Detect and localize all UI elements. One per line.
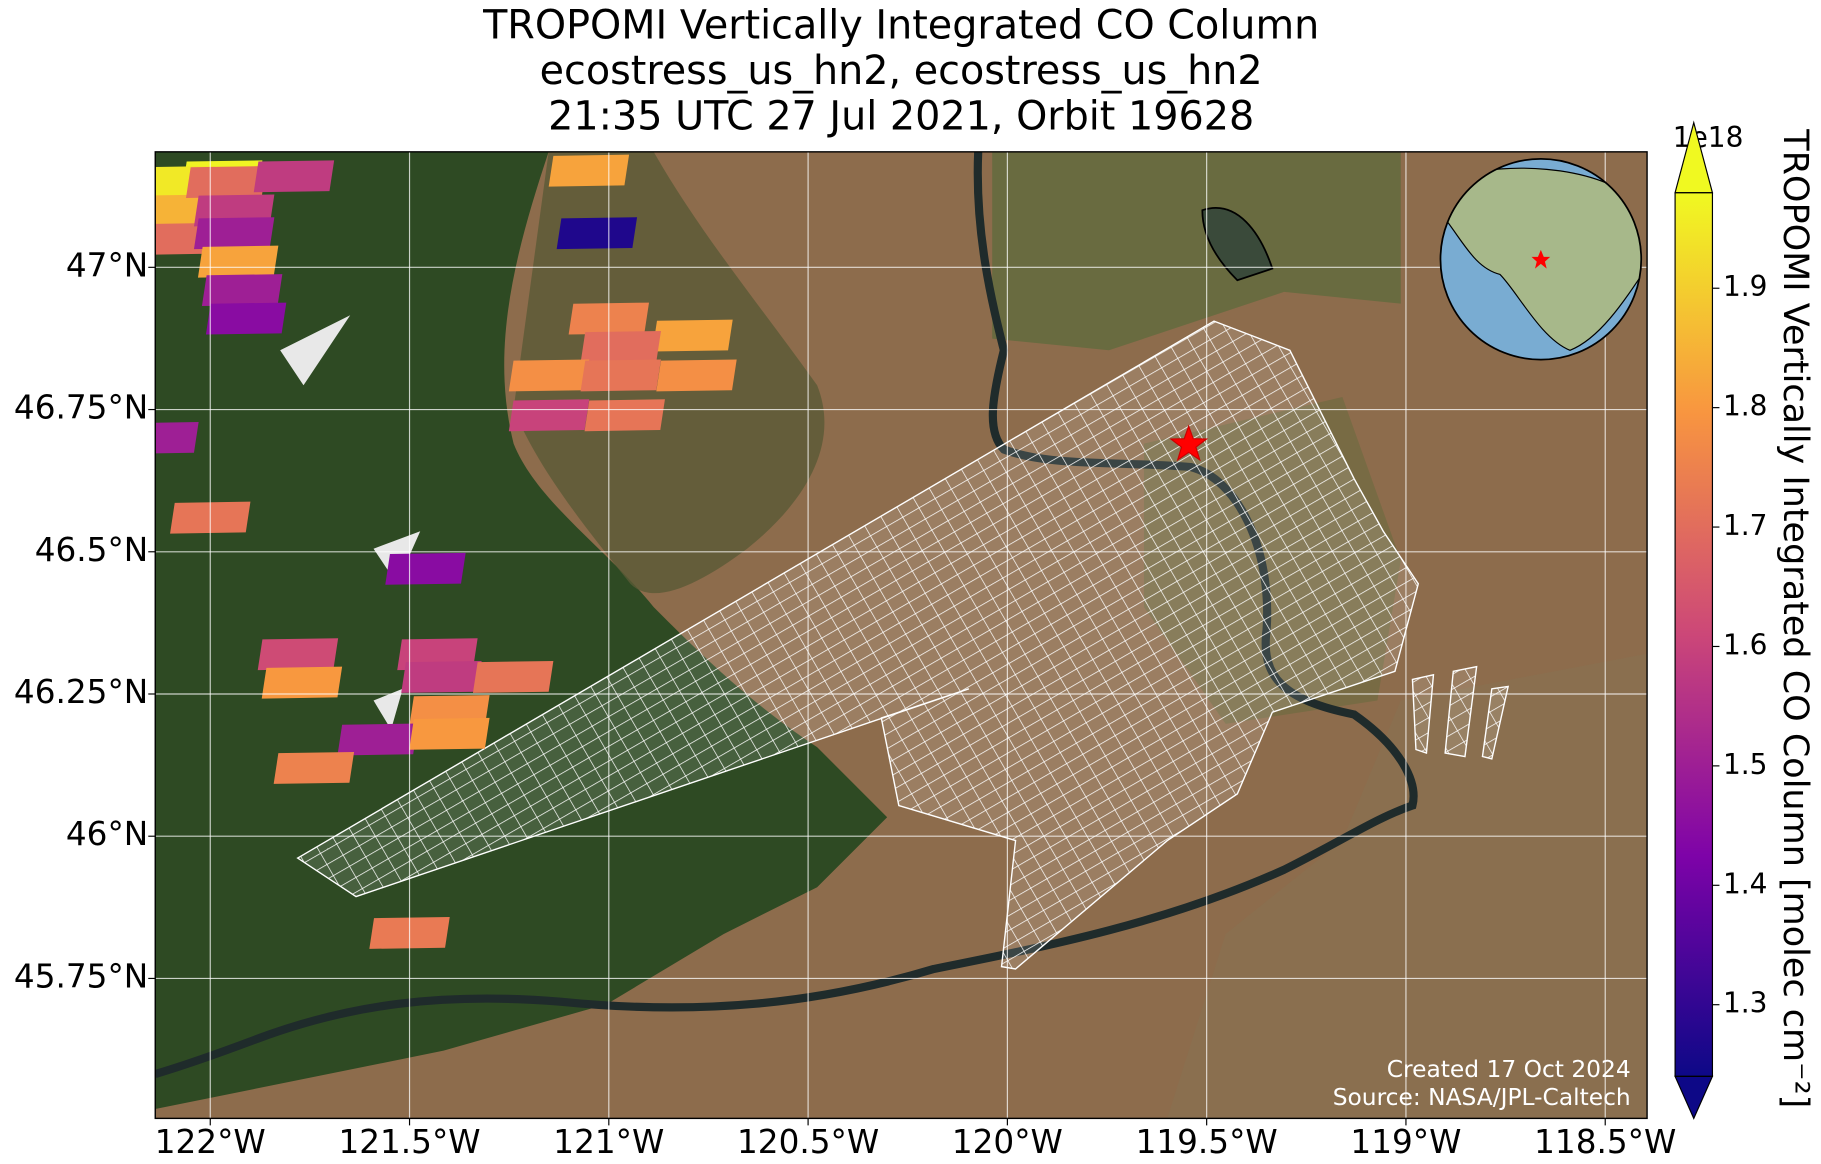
- colorbar-tick-label: 1.7: [1723, 509, 1768, 542]
- colorbar-tick-label: 1.6: [1723, 628, 1768, 661]
- colorbar-tick-label: 1.4: [1723, 867, 1768, 900]
- co-pixel: [472, 660, 554, 693]
- y-tick-label: 45.75°N: [14, 957, 148, 995]
- colorbar-extend-min: [1674, 1075, 1714, 1120]
- colorbar-gradient: [1675, 192, 1713, 1077]
- x-tick-label: 119°W: [1350, 1123, 1461, 1161]
- co-pixel: [584, 399, 665, 432]
- co-pixel: [185, 166, 267, 198]
- y-tick-label: 46°N: [66, 815, 148, 853]
- globe-inset: [1439, 157, 1643, 361]
- ecostress-footprint: [296, 320, 1420, 970]
- co-pixel: [508, 359, 590, 392]
- y-tick-label: 46.5°N: [35, 531, 149, 569]
- x-tick-label: 118.5°W: [1534, 1123, 1676, 1161]
- x-tick-label: 121°W: [553, 1123, 664, 1161]
- co-pixel: [257, 638, 339, 671]
- x-tick-label: 121.5°W: [338, 1123, 480, 1161]
- co-pixel: [155, 422, 199, 454]
- co-pixel: [401, 660, 482, 693]
- co-pixel: [197, 245, 279, 278]
- y-tick-label: 46.25°N: [14, 673, 148, 711]
- co-pixel: [337, 723, 418, 756]
- credit: Source: NASA/JPL-Caltech: [1333, 1083, 1631, 1111]
- y-tick-label: 46.75°N: [14, 389, 148, 427]
- fields: [992, 151, 1401, 351]
- co-pixel: [656, 359, 737, 392]
- x-tick-label: 120.5°W: [737, 1123, 879, 1161]
- co-pixel: [261, 666, 343, 699]
- globe-site-marker: [1531, 249, 1551, 269]
- title: 21:35 UTC 27 Jul 2021, Orbit 19628: [548, 94, 1254, 140]
- y-tick-label: 47°N: [66, 246, 148, 284]
- co-pixel: [580, 331, 661, 363]
- grid: [155, 151, 1648, 1119]
- co-pixel: [273, 751, 355, 784]
- colorbar-tick-label: 1.9: [1723, 270, 1768, 303]
- site-marker: [1169, 424, 1209, 462]
- co-pixel: [556, 217, 638, 250]
- title: ecostress_us_hn2, ecostress_us_hn2: [540, 48, 1263, 94]
- map-frame: [154, 151, 1648, 1120]
- co-pixel: [205, 302, 287, 335]
- colorbar-label: TROPOMI Vertically Integrated CO Column …: [1775, 128, 1815, 1108]
- title: TROPOMI Vertically Integrated CO Column: [482, 3, 1319, 49]
- co-pixel: [409, 717, 490, 750]
- colorbar-tick-label: 1.5: [1723, 748, 1768, 781]
- x-tick-label: 119.5°W: [1136, 1123, 1278, 1161]
- colorbar-tick-label: 1.3: [1723, 987, 1768, 1020]
- credit: Created 17 Oct 2024: [1387, 1055, 1631, 1083]
- x-tick-label: 122°W: [155, 1123, 266, 1161]
- colorbar-frame: [1674, 192, 1714, 1077]
- colorbar: 1.3 1.4 1.5 1.6 1.7 1.8 1.9: [1674, 120, 1768, 1120]
- globe-outline: [1439, 157, 1643, 361]
- map-area: Created 17 Oct 2024 Source: NASA/JPL-Cal…: [155, 151, 1648, 1119]
- co-pixel: [580, 359, 661, 392]
- snow: [280, 315, 421, 730]
- colorbar-offset: 1e18: [1673, 121, 1744, 154]
- co-pixel: [548, 154, 630, 187]
- fields: [1167, 653, 1648, 1119]
- colorbar-tick-label: 1.8: [1723, 390, 1768, 423]
- ecostress-footprint: [1411, 665, 1510, 760]
- co-pixel: [201, 274, 283, 307]
- co-pixel: [193, 217, 275, 250]
- x-tick-label: 120°W: [952, 1123, 1063, 1161]
- co-pixel: [652, 319, 733, 352]
- co-pixel: [385, 552, 466, 585]
- co-pixel: [253, 160, 335, 193]
- co-pixel: [508, 399, 590, 432]
